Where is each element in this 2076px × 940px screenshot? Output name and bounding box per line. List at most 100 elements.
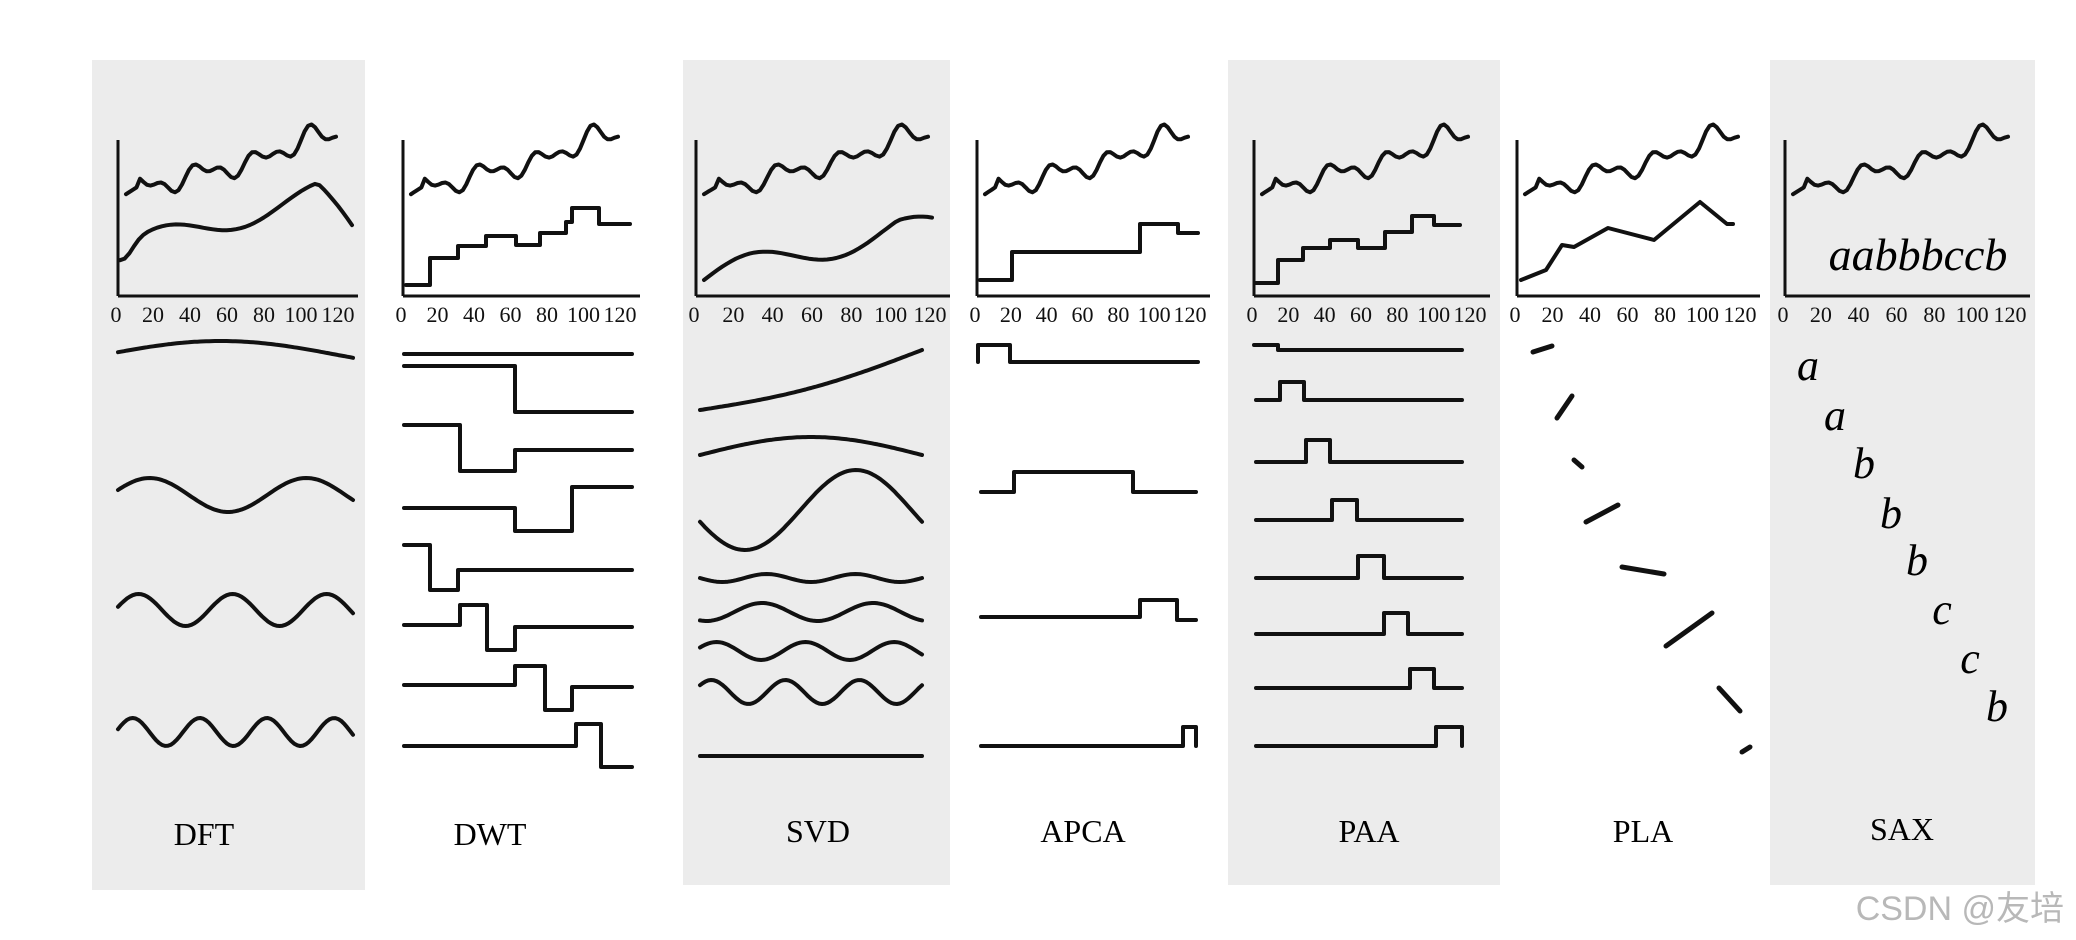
panel-background [1228, 60, 1500, 885]
basis-function [402, 722, 634, 769]
panels-layer: 0 20 40 60 80 100 120 0 20 40 60 80 100 120 0 20 40 60 80 1… [92, 60, 2035, 890]
basis-function [402, 543, 634, 592]
approximation-series [702, 214, 934, 282]
x-tick-label: 100 [874, 302, 907, 327]
sax-symbol: c [1932, 585, 1952, 634]
label-paa: PAA [1338, 813, 1399, 849]
watermark: CSDN @友培 [1855, 890, 2064, 928]
label-dwt: DWT [454, 816, 527, 852]
basis-function [979, 598, 1198, 622]
basis-function [116, 592, 355, 628]
original-series [1791, 122, 2010, 197]
x-tick-label: 60 [500, 302, 522, 327]
x-tick-label: 40 [179, 302, 201, 327]
original-series [702, 122, 930, 197]
approximation-series [1519, 200, 1735, 282]
x-tick-label: 0 [1247, 302, 1258, 327]
original-series [1523, 122, 1740, 197]
basis-function [979, 725, 1198, 748]
x-tick-label: 120 [322, 302, 355, 327]
x-tick-label: 40 [463, 302, 485, 327]
sax-symbol: b [1906, 536, 1928, 585]
basis-function [698, 468, 924, 552]
basis-function [402, 485, 634, 533]
x-tick-label: 0 [396, 302, 407, 327]
label-svd: SVD [786, 813, 850, 849]
sax-word: aabbbccb [1829, 229, 2008, 280]
sax-symbol: b [1986, 682, 2008, 731]
x-tick-label: 120 [1994, 302, 2027, 327]
x-tick-label: 100 [1138, 302, 1171, 327]
x-tick-label: 20 [1000, 302, 1022, 327]
x-tick-label: 20 [722, 302, 744, 327]
x-tick-label: 80 [253, 302, 275, 327]
basis-function [1252, 343, 1464, 352]
panel-pla: 0 20 40 60 80 100 120 [1510, 122, 1760, 755]
label-pla: PLA [1613, 813, 1673, 849]
panel-svd: 0 20 40 60 80 100 120 [683, 60, 950, 885]
x-tick-label: 80 [1654, 302, 1676, 327]
x-tick-label: 100 [285, 302, 318, 327]
x-tick-label: 0 [111, 302, 122, 327]
x-tick-label: 100 [1956, 302, 1989, 327]
x-tick-label: 60 [1072, 302, 1094, 327]
x-tick-label: 120 [914, 302, 947, 327]
original-series [409, 122, 620, 197]
x-tick-label: 80 [536, 302, 558, 327]
x-tick-label: 20 [1810, 302, 1832, 327]
x-tick-label: 120 [1454, 302, 1487, 327]
panel-dwt: 0 20 40 60 80 100 120 [396, 122, 640, 769]
basis-function [1254, 611, 1464, 636]
panel-dft: 0 20 40 60 80 100 120 [92, 60, 365, 890]
x-tick-label: 0 [1778, 302, 1789, 327]
original-series [124, 122, 338, 197]
original-series [1260, 122, 1470, 197]
x-tick-label: 20 [1277, 302, 1299, 327]
approximation-series [1254, 214, 1462, 285]
x-tick-label: 80 [1107, 302, 1129, 327]
segment-line [1663, 610, 1715, 649]
label-apca: APCA [1040, 813, 1125, 849]
basis-function [402, 364, 634, 414]
x-tick-label: 0 [689, 302, 700, 327]
panel-background [1770, 60, 2035, 885]
segment-line [1716, 685, 1743, 714]
x-tick-label: 60 [1886, 302, 1908, 327]
sax-symbol: b [1853, 439, 1875, 488]
approximation-series [404, 206, 632, 287]
x-tick-label: 40 [1314, 302, 1336, 327]
panel-sax: 0 20 40 60 80 100 120 [1770, 60, 2035, 885]
label-dft: DFT [174, 816, 235, 852]
original-series [983, 122, 1190, 197]
x-tick-label: 40 [1036, 302, 1058, 327]
segment-line [1583, 502, 1621, 525]
basis-function [698, 678, 924, 706]
basis-function [116, 339, 355, 360]
basis-function [979, 470, 1198, 494]
basis-function [1254, 667, 1464, 690]
panel-background [683, 60, 950, 885]
label-sax: SAX [1870, 811, 1934, 847]
sax-symbol: b [1880, 489, 1902, 538]
x-tick-label: 40 [762, 302, 784, 327]
x-tick-label: 40 [1848, 302, 1870, 327]
x-tick-label: 100 [1417, 302, 1450, 327]
panel-paa: 0 20 40 60 80 100 120 [1228, 60, 1500, 885]
basis-function [1254, 498, 1464, 522]
x-tick-label: 60 [1617, 302, 1639, 327]
x-tick-label: 80 [1386, 302, 1408, 327]
basis-function [402, 423, 634, 473]
x-tick-label: 20 [142, 302, 164, 327]
panel-apca: 0 20 40 60 80 100 120 [970, 122, 1210, 748]
segment-line [1554, 393, 1575, 421]
sax-symbol: c [1960, 634, 1980, 683]
x-tick-label: 60 [801, 302, 823, 327]
basis-function [1254, 554, 1464, 580]
basis-function [1254, 380, 1464, 402]
x-tick-label: 40 [1579, 302, 1601, 327]
x-tick-label: 60 [216, 302, 238, 327]
basis-function [698, 572, 924, 584]
basis-function [116, 476, 355, 514]
x-tick-label: 120 [604, 302, 637, 327]
